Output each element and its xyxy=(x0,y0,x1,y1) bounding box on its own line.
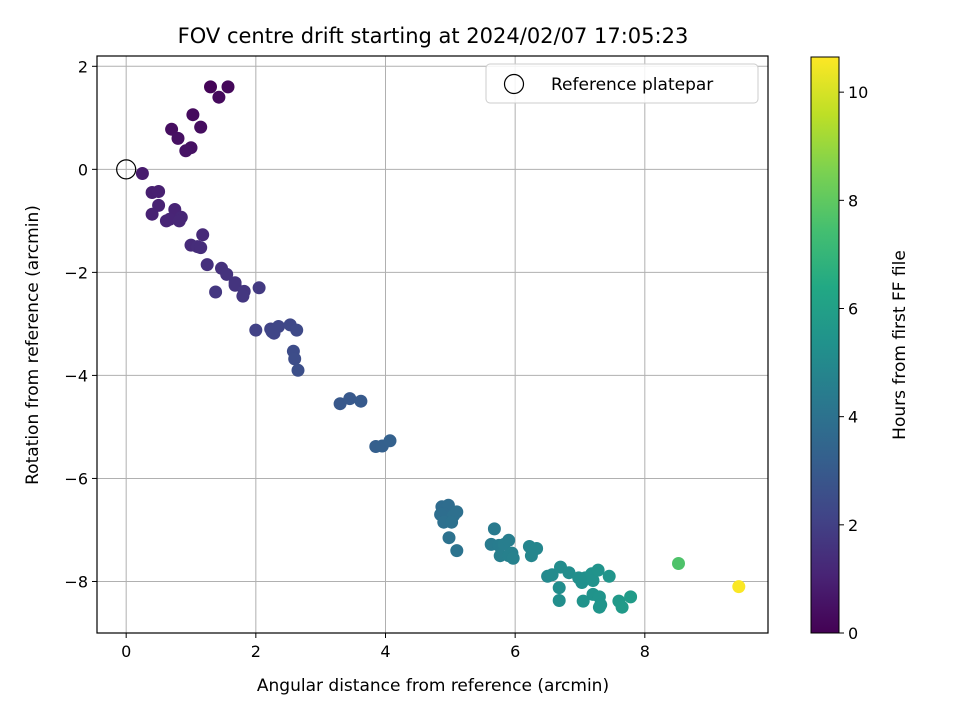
y-tick-label: −4 xyxy=(64,366,88,385)
data-point xyxy=(552,581,566,595)
y-tick-label: −8 xyxy=(64,572,88,591)
y-tick-label: −6 xyxy=(64,469,88,488)
data-point xyxy=(152,185,166,198)
data-point xyxy=(171,131,185,145)
colorbar: 0 2 4 6 8 10 Hours from first FF file xyxy=(810,56,910,643)
colorbar-tick-label: 0 xyxy=(848,624,858,643)
data-point xyxy=(179,144,193,158)
data-point xyxy=(586,574,600,587)
x-tick-label: 6 xyxy=(510,642,520,661)
data-point xyxy=(194,120,208,134)
data-point xyxy=(545,568,559,582)
y-tick-label: 0 xyxy=(78,160,88,179)
colorbar-tick-label: 2 xyxy=(848,516,858,535)
data-point xyxy=(576,594,590,608)
x-tick-label: 0 xyxy=(121,642,131,661)
data-point xyxy=(200,258,214,272)
data-point xyxy=(165,122,179,136)
colorbar-tick-label: 6 xyxy=(848,299,858,318)
data-point xyxy=(732,580,746,594)
data-point xyxy=(624,590,638,604)
data-point xyxy=(445,515,459,529)
data-point xyxy=(333,397,347,411)
data-point xyxy=(145,207,159,221)
legend-marker-reference xyxy=(503,73,525,95)
colorbar-ticks: 0 2 4 6 8 10 xyxy=(839,83,868,643)
data-point xyxy=(672,557,685,570)
data-point xyxy=(442,531,456,545)
data-point xyxy=(592,600,606,614)
data-point xyxy=(228,278,242,292)
plot-frame xyxy=(96,55,769,634)
data-point xyxy=(194,241,208,255)
colorbar-label: Hours from first FF file xyxy=(890,250,910,440)
data-point xyxy=(236,289,250,303)
data-point xyxy=(212,90,226,104)
data-point xyxy=(265,325,279,339)
data-point xyxy=(502,533,516,547)
colorbar-tick-label: 10 xyxy=(848,83,868,102)
data-point xyxy=(196,228,210,242)
data-point xyxy=(506,551,520,565)
data-point xyxy=(249,323,263,337)
data-point xyxy=(186,108,200,122)
data-point xyxy=(135,167,149,180)
data-point xyxy=(290,323,304,337)
data-point xyxy=(383,434,397,448)
data-point xyxy=(615,600,629,614)
data-point xyxy=(562,566,576,580)
legend-entry-reference: Reference platepar xyxy=(551,75,713,95)
data-point xyxy=(220,267,234,281)
data-point xyxy=(450,544,464,558)
data-point xyxy=(450,505,464,519)
data-point xyxy=(343,392,357,406)
data-point xyxy=(172,214,186,228)
x-tick-label: 2 xyxy=(251,642,261,661)
colorbar-gradient xyxy=(810,56,840,634)
data-point xyxy=(487,522,501,536)
x-tick-label: 4 xyxy=(380,642,390,661)
chart-title: FOV centre drift starting at 2024/02/07 … xyxy=(178,24,689,48)
data-point xyxy=(354,394,368,408)
x-tick-label: 8 xyxy=(640,642,650,661)
y-axis-label: Rotation from reference (arcmin) xyxy=(23,205,43,485)
data-point xyxy=(524,549,538,563)
x-axis-ticks: 0 2 4 6 8 xyxy=(121,633,650,661)
data-point xyxy=(552,594,566,607)
reference-platepar-marker xyxy=(116,159,137,180)
data-point xyxy=(252,281,266,295)
data-point xyxy=(204,80,217,94)
data-point xyxy=(591,563,605,577)
legend: Reference platepar xyxy=(485,63,759,104)
data-point xyxy=(602,569,616,583)
colorbar-tick-label: 4 xyxy=(848,408,858,427)
data-point xyxy=(288,352,302,366)
y-tick-label: −2 xyxy=(64,263,88,282)
colorbar-tick-label: 8 xyxy=(848,191,858,210)
x-axis-label: Angular distance from reference (arcmin) xyxy=(257,676,609,696)
data-point xyxy=(209,285,223,299)
y-axis-ticks: 2 0 −2 −4 −6 −8 xyxy=(64,57,97,591)
data-point xyxy=(291,363,305,377)
data-point xyxy=(163,212,177,226)
legend-box xyxy=(485,63,759,104)
data-point xyxy=(221,80,235,94)
grid xyxy=(97,56,768,633)
data-points xyxy=(116,80,746,614)
y-tick-label: 2 xyxy=(78,57,88,76)
